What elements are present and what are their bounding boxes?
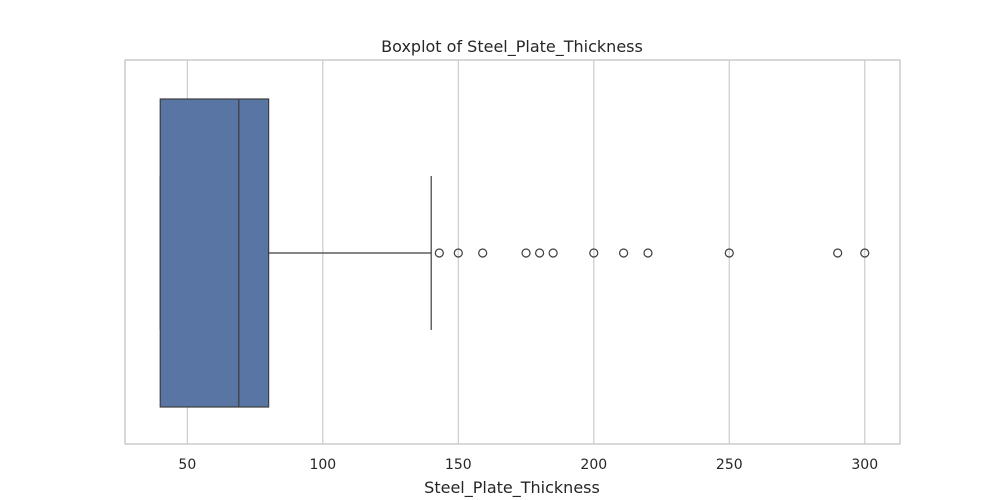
chart-title: Boxplot of Steel_Plate_Thickness bbox=[381, 37, 643, 57]
outlier-point-175 bbox=[521, 248, 531, 258]
plot-frame bbox=[124, 59, 901, 445]
outlier-point-290 bbox=[833, 248, 843, 258]
outlier-point-211 bbox=[619, 248, 629, 258]
x-tick-label-150: 150 bbox=[445, 457, 472, 473]
x-tick-label-200: 200 bbox=[580, 457, 607, 473]
x-axis-label: Steel_Plate_Thickness bbox=[424, 478, 600, 498]
outlier-point-180 bbox=[534, 248, 545, 258]
outlier-group bbox=[434, 248, 870, 258]
x-tick-label-100: 100 bbox=[309, 457, 336, 473]
x-tick-label-50: 50 bbox=[178, 457, 196, 473]
outlier-point-185 bbox=[548, 248, 558, 258]
box-group bbox=[159, 98, 432, 408]
x-tick-labels: 50 100 150 200 250 300 bbox=[178, 457, 878, 473]
x-tick-label-250: 250 bbox=[716, 457, 743, 473]
outlier-point-250 bbox=[724, 248, 734, 258]
outlier-point-143 bbox=[434, 248, 444, 258]
x-tick-label-300: 300 bbox=[851, 457, 878, 473]
iqr-box bbox=[159, 98, 270, 408]
gridlines bbox=[186, 60, 866, 444]
outlier-point-150 bbox=[453, 248, 463, 258]
outlier-point-200 bbox=[589, 248, 599, 258]
outlier-point-300 bbox=[860, 248, 870, 258]
outlier-point-220 bbox=[643, 248, 653, 258]
outlier-point-159 bbox=[478, 248, 488, 258]
